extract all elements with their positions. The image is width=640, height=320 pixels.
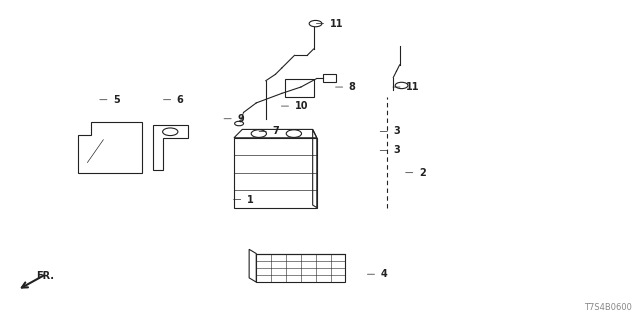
- Text: 1: 1: [246, 195, 253, 205]
- Text: 3: 3: [394, 126, 400, 136]
- Text: T7S4B0600: T7S4B0600: [584, 303, 632, 312]
- Bar: [285, 79, 314, 97]
- Bar: [256, 253, 346, 282]
- Text: 3: 3: [394, 146, 400, 156]
- Bar: [234, 138, 317, 208]
- Text: 11: 11: [330, 19, 343, 28]
- Text: 2: 2: [419, 168, 426, 178]
- Text: 10: 10: [294, 101, 308, 111]
- Text: FR.: FR.: [36, 270, 54, 281]
- Text: 11: 11: [406, 82, 420, 92]
- Text: 6: 6: [177, 95, 184, 105]
- Text: 4: 4: [381, 269, 387, 279]
- Text: 9: 9: [237, 114, 244, 124]
- Text: 8: 8: [349, 82, 356, 92]
- Text: 5: 5: [113, 95, 120, 105]
- Text: 7: 7: [272, 126, 279, 136]
